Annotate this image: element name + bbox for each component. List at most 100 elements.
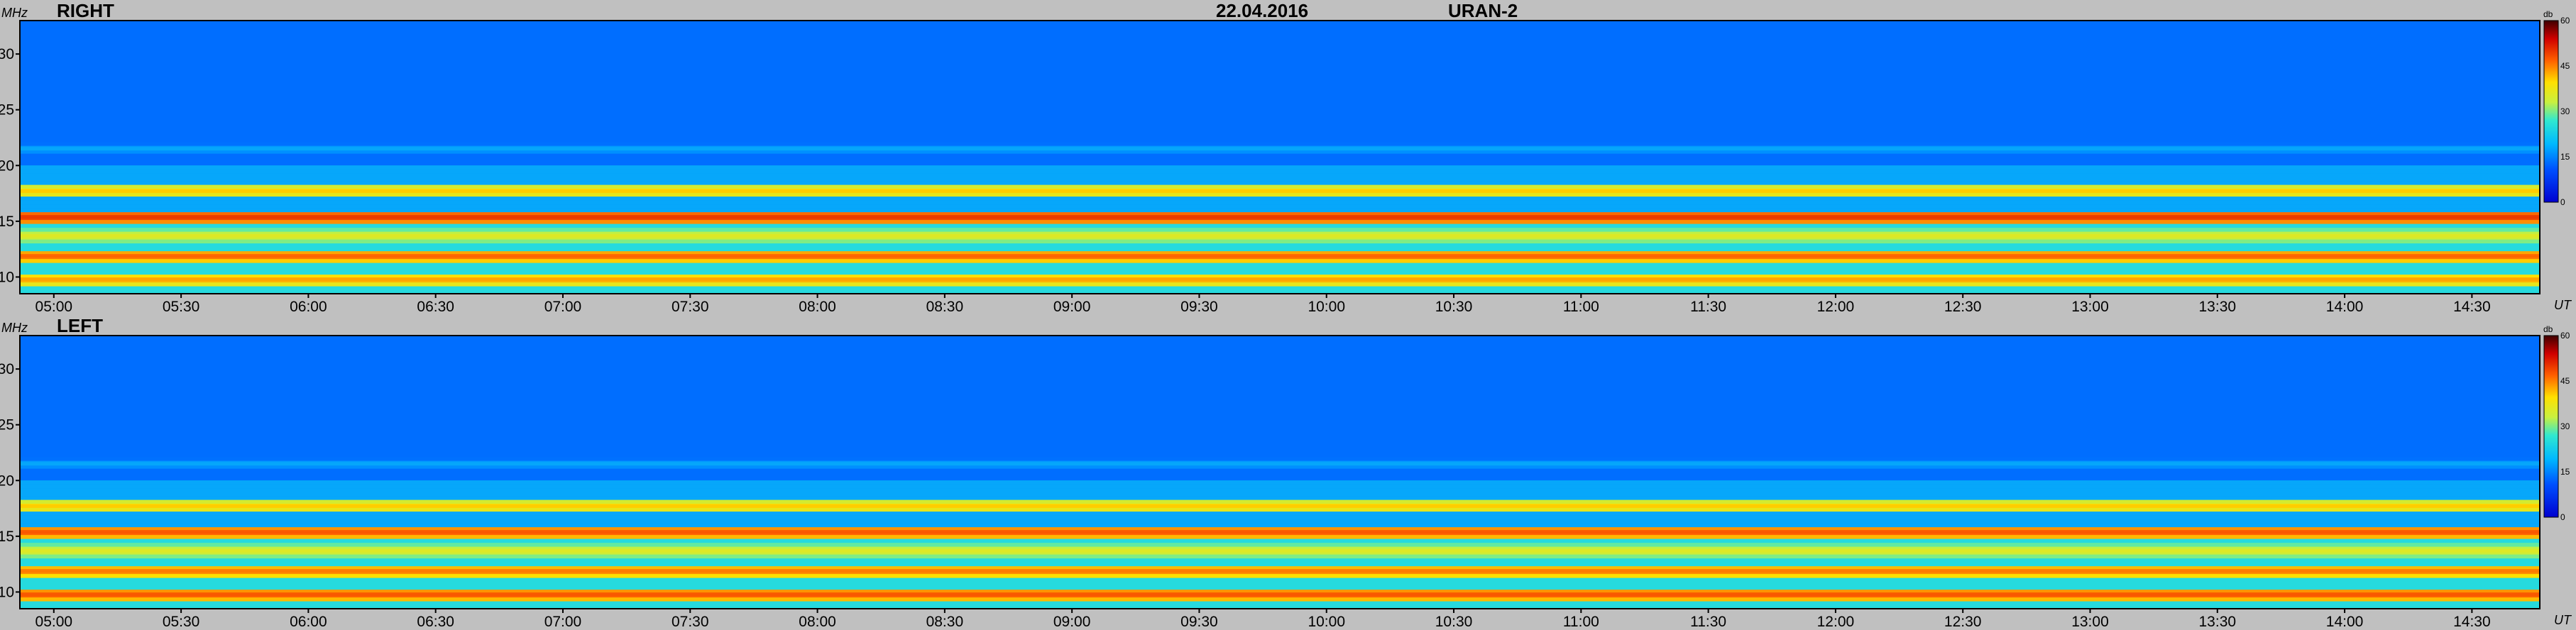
heatmap-row bbox=[20, 40, 2540, 45]
x-tick-label: 12:30 bbox=[1944, 299, 1982, 315]
panel-right-x-unit: UT bbox=[2554, 298, 2572, 312]
heatmap-row bbox=[20, 169, 2540, 174]
heatmap-row bbox=[20, 448, 2540, 453]
heatmap-row bbox=[20, 499, 2540, 504]
y-tick-label: 25 bbox=[0, 102, 14, 118]
x-tick-label: 06:30 bbox=[417, 614, 454, 630]
heatmap-row bbox=[20, 262, 2540, 267]
heatmap-row bbox=[20, 585, 2540, 590]
heatmap-row bbox=[20, 177, 2540, 182]
y-tick-label: 20 bbox=[0, 472, 14, 489]
heatmap-row bbox=[20, 126, 2540, 131]
heatmap-row bbox=[20, 180, 2540, 185]
heatmap-row bbox=[20, 370, 2540, 375]
emission-band bbox=[20, 254, 2540, 258]
heatmap-row bbox=[20, 239, 2540, 244]
heatmap-row bbox=[20, 184, 2540, 189]
emission-band bbox=[20, 462, 2540, 466]
x-tick-label: 05:00 bbox=[35, 299, 73, 315]
heatmap-row bbox=[20, 495, 2540, 500]
emission-band bbox=[20, 215, 2540, 219]
heatmap-row bbox=[20, 534, 2540, 539]
heatmap-row bbox=[20, 421, 2540, 426]
heatmap-row bbox=[20, 406, 2540, 411]
heatmap-row bbox=[20, 71, 2540, 76]
heatmap-row bbox=[20, 367, 2540, 372]
heatmap-row bbox=[20, 165, 2540, 170]
emission-band bbox=[20, 569, 2540, 573]
x-tick-label: 10:00 bbox=[1308, 299, 1345, 315]
y-tick-label: 10 bbox=[0, 584, 14, 600]
heatmap-row bbox=[20, 36, 2540, 41]
x-tick-label: 12:30 bbox=[1944, 614, 1982, 630]
heatmap-row bbox=[20, 515, 2540, 520]
heatmap-row bbox=[20, 110, 2540, 115]
x-tick-label: 13:30 bbox=[2199, 299, 2237, 315]
colorbar-tick-label: 60 bbox=[2560, 331, 2570, 341]
heatmap-row bbox=[20, 141, 2540, 146]
heatmap-row bbox=[20, 138, 2540, 143]
x-tick-label: 10:00 bbox=[1308, 614, 1345, 630]
colorbar-tick-label: 45 bbox=[2560, 61, 2570, 71]
heatmap-row bbox=[20, 453, 2540, 458]
x-tick-label: 09:00 bbox=[1053, 614, 1091, 630]
y-tick-label: 20 bbox=[0, 158, 14, 174]
heatmap-row bbox=[20, 429, 2540, 434]
panel-left-title: LEFT bbox=[57, 315, 103, 336]
heatmap-row bbox=[20, 538, 2540, 543]
heatmap-row bbox=[20, 414, 2540, 419]
heatmap-row bbox=[20, 153, 2540, 158]
heatmap-row bbox=[20, 282, 2540, 287]
x-tick-label: 12:00 bbox=[1817, 614, 1855, 630]
x-tick-label: 06:00 bbox=[290, 614, 327, 630]
date-label: 22.04.2016 bbox=[1216, 0, 1308, 21]
colorbar-tick-label: 30 bbox=[2560, 106, 2570, 116]
x-tick-label: 14:00 bbox=[2326, 614, 2364, 630]
heatmap-row bbox=[20, 526, 2540, 531]
x-tick-label: 14:30 bbox=[2453, 614, 2491, 630]
heatmap-row bbox=[20, 554, 2540, 559]
x-tick-label: 14:00 bbox=[2326, 299, 2364, 315]
y-tick-label: 30 bbox=[0, 361, 14, 377]
panel-left-colorbar-ticks: 0 15 30 45 60 bbox=[2560, 331, 2570, 522]
heatmap-row bbox=[20, 468, 2540, 473]
heatmap-row bbox=[20, 601, 2540, 606]
heatmap-row bbox=[20, 464, 2540, 469]
heatmap-row bbox=[20, 32, 2540, 37]
x-tick-label: 08:00 bbox=[799, 614, 836, 630]
x-tick-label: 08:30 bbox=[926, 299, 964, 315]
heatmap-row bbox=[20, 75, 2540, 80]
heatmap-row bbox=[20, 484, 2540, 489]
heatmap-row bbox=[20, 417, 2540, 422]
heatmap-row bbox=[20, 219, 2540, 224]
heatmap-row bbox=[20, 83, 2540, 88]
station-label: URAN-2 bbox=[1448, 0, 1518, 21]
heatmap-row bbox=[20, 581, 2540, 586]
heatmap-row bbox=[20, 102, 2540, 107]
heatmap-row bbox=[20, 63, 2540, 68]
heatmap-row bbox=[20, 378, 2540, 383]
heatmap-row bbox=[20, 578, 2540, 582]
emission-band bbox=[20, 233, 2540, 238]
heatmap-row bbox=[20, 24, 2540, 29]
panel-left-colorbar-unit: db bbox=[2543, 324, 2553, 334]
x-tick-label: 08:00 bbox=[799, 299, 836, 315]
emission-band bbox=[20, 189, 2540, 193]
heatmap-row bbox=[20, 106, 2540, 111]
panel-right-y-ticks: 10 15 20 25 30 bbox=[0, 46, 20, 285]
panel-left-heatmap bbox=[20, 336, 2540, 609]
heatmap-row bbox=[20, 336, 2540, 341]
heatmap-row bbox=[20, 472, 2540, 477]
x-tick-label: 09:30 bbox=[1180, 614, 1218, 630]
colorbar-tick-label: 15 bbox=[2560, 467, 2570, 477]
x-tick-label: 09:00 bbox=[1053, 299, 1091, 315]
heatmap-row bbox=[20, 243, 2540, 248]
heatmap-row bbox=[20, 476, 2540, 481]
heatmap-row bbox=[20, 445, 2540, 450]
heatmap-row bbox=[20, 67, 2540, 72]
heatmap-row bbox=[20, 99, 2540, 104]
x-tick-label: 07:00 bbox=[544, 614, 582, 630]
heatmap-row bbox=[20, 289, 2540, 294]
